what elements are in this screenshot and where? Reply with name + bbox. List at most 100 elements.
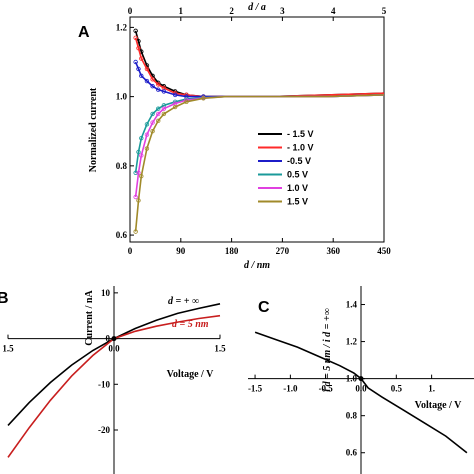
- panel-a-data-point: [144, 122, 150, 127]
- panel-c-xtick-label: -1.5: [248, 384, 263, 394]
- panel-a-top-tick-label: 3: [280, 6, 285, 16]
- panel-a-top-tick-label: 4: [331, 6, 336, 16]
- panel-a-data-point: [156, 111, 161, 117]
- panel-a-data-point: [156, 118, 161, 124]
- panel-b-ylabel: Current / nA: [84, 290, 95, 346]
- panel-a-data-point: [172, 104, 178, 110]
- panel-a-data-point: [136, 170, 141, 175]
- panel-a-ytick-label: 0.6: [116, 230, 128, 240]
- panel-b-xtick-label: 1.5: [214, 344, 226, 354]
- panel-a-letter: A: [78, 24, 90, 41]
- panel-a-top-tick-label: 2: [229, 6, 234, 16]
- panel-a-data-point: [133, 194, 138, 200]
- panel-b-ytick-label: 0: [106, 334, 111, 344]
- panel-c-xtick-label: 0.5: [391, 384, 403, 394]
- panel-a-data-point: [139, 135, 144, 141]
- panel-c-xtick-label: 0.0: [355, 384, 367, 394]
- panel-b-xtick-label: 1.5: [2, 344, 14, 354]
- panel-a-xtick-label: 360: [326, 246, 340, 256]
- panel-b: B 1.5 0.0 1.5 10 0 -10 -20 Current / nA Voltag…: [0, 286, 226, 474]
- panel-a-data-point: [156, 106, 161, 111]
- panel-a-legend-label: 1.0 V: [287, 183, 308, 193]
- panel-c-xtick-label: 1.: [428, 384, 435, 394]
- panel-a-top-tick-label: 1: [179, 6, 184, 16]
- panel-a-legend-label: -0.5 V: [287, 156, 311, 166]
- panel-a-ytick-label: 1.0: [116, 92, 128, 102]
- panel-c: C -1.5 -1.0 -0.5 0.0 0.5 1. 1.4 1.2 1.0 0.8 0.6 Vo…: [248, 286, 474, 474]
- panel-a-data-point: [150, 84, 155, 89]
- panel-a-data-point: [150, 129, 155, 134]
- panel-a-data-point: [156, 87, 161, 92]
- panel-c-ylabel: i d = 5 nm / i d = +∞: [322, 308, 333, 391]
- panel-a-ytick-label: 1.2: [116, 22, 128, 32]
- panel-a-data-point: [144, 78, 150, 84]
- panel-a-data-point: [172, 92, 178, 98]
- panel-a-data-point: [133, 35, 138, 40]
- panel-a-data-point: [136, 149, 141, 155]
- panel-b-origin-point: [111, 336, 117, 342]
- panel-a-data-point: [150, 111, 155, 117]
- panel-a-xtick-label: 180: [225, 246, 239, 256]
- panel-a-data-point: [139, 73, 144, 79]
- panel-a-series-line: [134, 94, 385, 232]
- panel-a: A 0 90 180 270 360 450 0 1 2 3 4 5 0.6 0.8 1.0 1.2 d …: [78, 2, 391, 271]
- panel-c-xtick-label: -0.5: [319, 384, 334, 394]
- panel-a-legend-label: - 1.5 V: [287, 129, 314, 139]
- panel-a-data-point: [144, 66, 150, 72]
- panel-a-xlabel: d / nm: [244, 260, 270, 271]
- panel-c-ytick-label: 1.2: [346, 337, 358, 347]
- panel-c-xlabel: Voltage / V: [415, 400, 462, 411]
- panel-a-series-line: [134, 37, 385, 98]
- panel-a-series-line: [134, 30, 385, 98]
- panel-a-data-point: [184, 99, 189, 105]
- panel-a-legend-label: 0.5 V: [287, 170, 308, 180]
- panel-a-data-point: [136, 66, 141, 72]
- panel-a-ylabel: Normalized current: [88, 87, 99, 172]
- panel-a-data-point: [133, 59, 138, 65]
- panel-b-xlabel: Voltage / V: [167, 369, 214, 380]
- panel-c-origin-point: [358, 376, 364, 382]
- panel-a-legend-label: - 1.0 V: [287, 143, 314, 153]
- panel-a-xtick-label: 270: [276, 246, 290, 256]
- panel-c-xtick-label: -1.0: [283, 384, 298, 394]
- panel-b-letter: B: [0, 290, 9, 307]
- panel-a-data-point: [150, 77, 155, 82]
- panel-a-xtick-label: 90: [176, 246, 186, 256]
- panel-a-data-point: [161, 89, 167, 94]
- panel-a-legend-label: 1.5 V: [287, 197, 308, 207]
- panel-a-data-point: [156, 82, 161, 87]
- panel-a-data-point: [136, 198, 141, 203]
- panel-a-xtick-label: 450: [377, 246, 391, 256]
- panel-b-legend-black: d = + ∞: [168, 296, 199, 307]
- panel-a-data-point: [201, 96, 206, 101]
- panel-a-legend: - 1.5 V - 1.0 V -0.5 V 0.5 V 1.0 V 1.5 V: [258, 129, 314, 207]
- panel-a-data-point: [161, 106, 167, 111]
- panel-a-data-point: [133, 170, 138, 175]
- panel-a-data-point: [133, 229, 138, 234]
- panel-c-ytick-label: 0.8: [346, 411, 358, 421]
- panel-c-ytick-label: 0.6: [346, 448, 358, 458]
- panel-c-letter: C: [258, 299, 270, 316]
- panel-c-ytick-label: 1.4: [346, 300, 358, 310]
- panel-b-ytick-label: -20: [98, 425, 110, 435]
- panel-a-series-line: [134, 94, 385, 198]
- panel-a-data-point: [144, 132, 150, 137]
- panel-a-data-point: [139, 56, 144, 61]
- panel-a-data-point: [139, 174, 144, 179]
- panel-a-top-tick-label: 0: [128, 6, 133, 16]
- panel-a-data-point: [139, 153, 144, 158]
- panel-a-xtick-label: 0: [128, 246, 133, 256]
- panel-a-top-tick-label: 5: [382, 6, 387, 16]
- panel-a-top-xlabel: d / a: [248, 2, 266, 13]
- panel-c-ytick-label: 1.0: [346, 374, 358, 384]
- panel-b-legend-red: d = 5 nm: [172, 319, 209, 330]
- panel-a-data-point: [136, 45, 141, 51]
- panel-b-ytick-label: -10: [98, 379, 110, 389]
- panel-a-data-point: [133, 28, 138, 34]
- panel-a-frame: [129, 16, 385, 243]
- panel-a-data-point: [161, 111, 167, 117]
- panel-a-data-point: [144, 146, 150, 151]
- panel-b-ytick-label: 10: [101, 288, 111, 298]
- panel-a-data-point: [150, 120, 155, 125]
